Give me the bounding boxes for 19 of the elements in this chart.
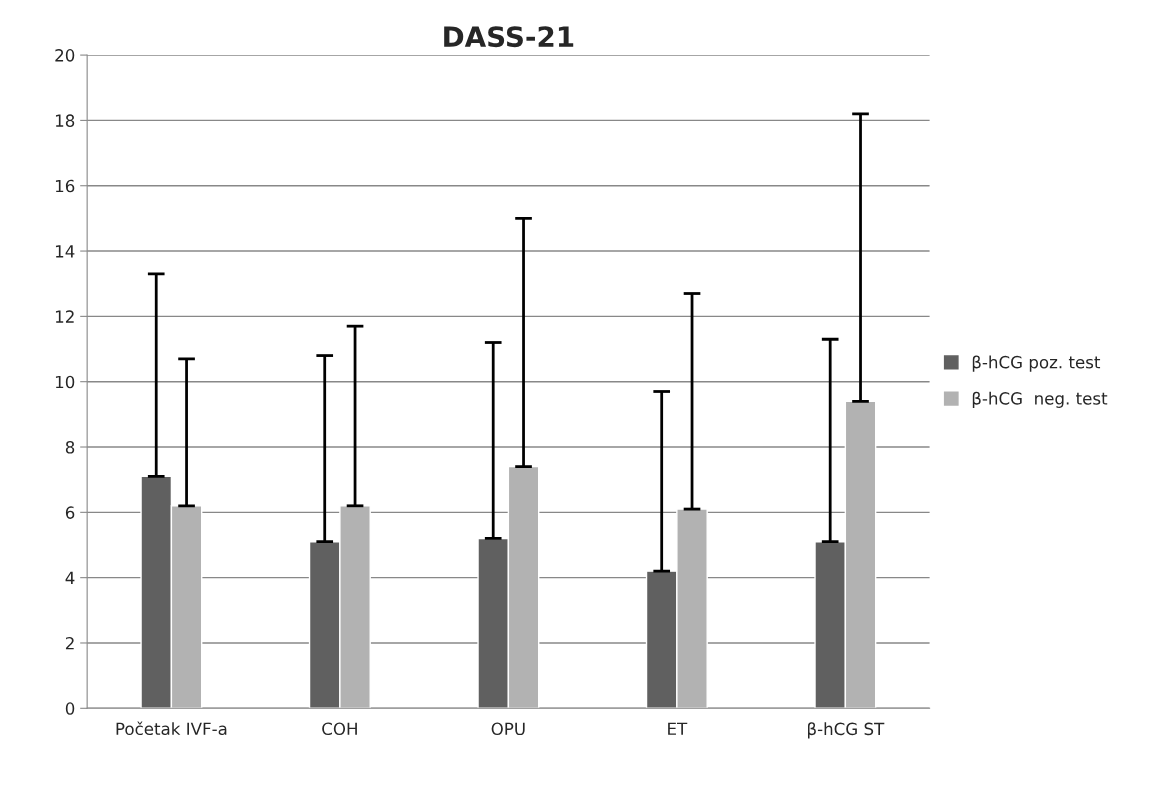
y-tick-label: 2 bbox=[65, 636, 74, 650]
x-tick-label: ET bbox=[668, 722, 688, 735]
y-tick-label: 16 bbox=[55, 179, 75, 193]
y-tick-label: 8 bbox=[65, 440, 75, 454]
legend-label: β-hCG poz. test bbox=[972, 355, 1101, 372]
y-tick-label: 6 bbox=[65, 506, 75, 519]
x-tick-label: COH bbox=[322, 722, 357, 736]
y-tick-label: 4 bbox=[65, 571, 75, 584]
y-tick-label: 14 bbox=[55, 245, 75, 258]
x-tick-label: Početak IVF-a bbox=[116, 721, 227, 736]
x-tick-label: OPU bbox=[491, 722, 525, 736]
y-tick-label: 20 bbox=[55, 49, 75, 62]
legend-label: β-hCG neg. test bbox=[972, 391, 1108, 408]
y-tick-label: 12 bbox=[55, 310, 74, 323]
y-tick-label: 18 bbox=[55, 114, 75, 127]
chart-title: DASS-21 bbox=[444, 26, 574, 48]
y-tick-label: 10 bbox=[55, 375, 75, 389]
x-tick-label: β-hCG ST bbox=[808, 722, 885, 739]
y-tick-label: 0 bbox=[65, 702, 75, 715]
